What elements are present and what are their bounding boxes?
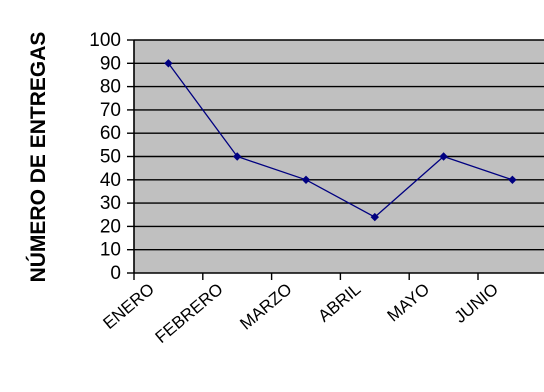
y-tick-label-40: 40 bbox=[100, 170, 121, 191]
x-tick-label-marzo: MARZO bbox=[236, 280, 295, 334]
data-point-abril bbox=[370, 212, 379, 222]
y-tick-label-50: 50 bbox=[100, 147, 121, 168]
x-tick-label-febrero: FEBRERO bbox=[152, 280, 227, 347]
data-point-junio bbox=[508, 175, 517, 184]
series-line-0 bbox=[167, 62, 513, 218]
series-group bbox=[164, 59, 517, 222]
data-point-enero bbox=[164, 59, 173, 68]
y-tick-label-70: 70 bbox=[100, 100, 121, 121]
y-tick-label-0: 0 bbox=[110, 263, 121, 284]
y-axis-title: NÚMERO DE ENTREGAS bbox=[26, 32, 50, 283]
gridlines bbox=[134, 39, 544, 251]
data-point-febrero bbox=[233, 152, 242, 161]
data-point-marzo bbox=[301, 175, 311, 184]
x-tick-label-abril: ABRIL bbox=[315, 280, 365, 326]
y-tick-label-100: 100 bbox=[89, 30, 121, 51]
y-tick-label-80: 80 bbox=[100, 77, 121, 98]
y-tick-label-10: 10 bbox=[100, 240, 121, 261]
y-tick-label-60: 60 bbox=[100, 123, 121, 144]
x-tick-label-enero: ENERO bbox=[99, 280, 158, 333]
x-tick-label-mayo: MAYO bbox=[384, 280, 434, 326]
data-point-mayo bbox=[439, 152, 448, 161]
y-tick-label-30: 30 bbox=[100, 193, 121, 214]
y-tick-label-20: 20 bbox=[100, 216, 121, 237]
x-tick-label-junio: JUNIO bbox=[451, 280, 502, 327]
y-tick-label-90: 90 bbox=[100, 53, 121, 74]
